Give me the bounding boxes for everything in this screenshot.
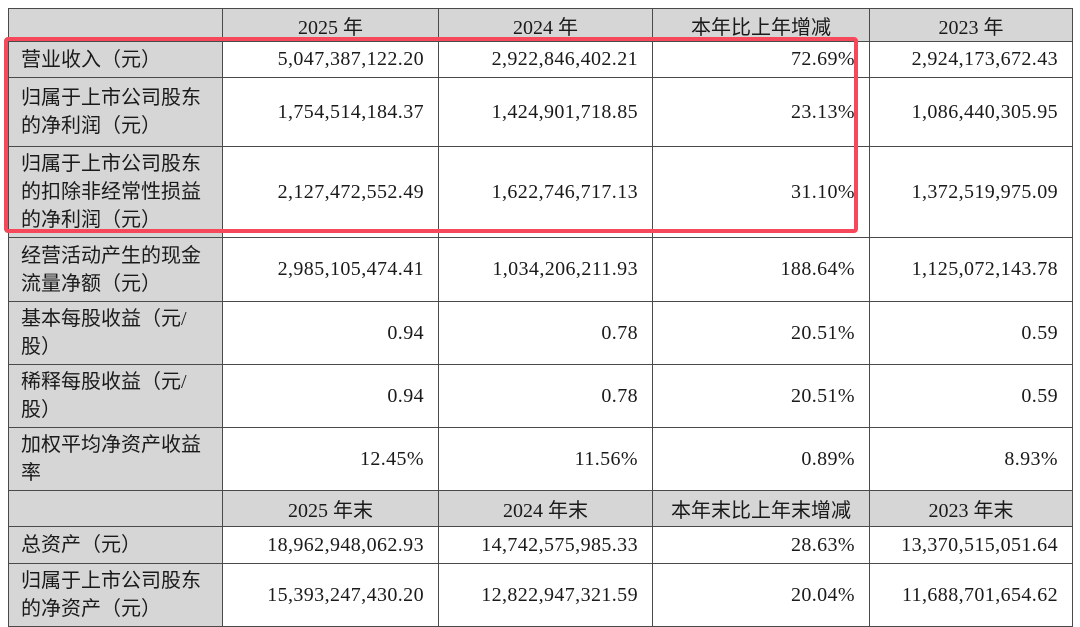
value-change: 23.13% <box>652 77 870 147</box>
value-2025: 5,047,387,122.20 <box>222 41 439 78</box>
value-2023: 0.59 <box>869 364 1073 428</box>
row-label: 经营活动产生的现金流量净额（元） <box>8 237 223 302</box>
key-financials-table-wrap: 2025 年 2024 年 本年比上年增减 2023 年 营业收入（元） 5,0… <box>4 8 1073 627</box>
corner-cell <box>8 490 223 527</box>
value-2023: 13,370,515,051.64 <box>869 526 1073 564</box>
value-2025: 0.94 <box>222 364 439 428</box>
col-header-2025: 2025 年 <box>222 8 439 42</box>
row-label: 稀释每股收益（元/股） <box>8 364 223 428</box>
value-change: 20.51% <box>652 364 870 428</box>
value-2023: 1,372,519,975.09 <box>869 146 1073 238</box>
row-label: 总资产（元） <box>8 526 223 564</box>
key-accounting-data-table: 2025 年 2024 年 本年比上年增减 2023 年 营业收入（元） 5,0… <box>8 8 1073 627</box>
value-2025: 2,985,105,474.41 <box>222 237 439 302</box>
row-label: 基本每股收益（元/股） <box>8 301 223 365</box>
table-row-total-assets: 总资产（元） 18,962,948,062.93 14,742,575,985.… <box>8 526 1073 564</box>
value-change: 20.04% <box>652 563 870 627</box>
row-label: 加权平均净资产收益率 <box>8 427 223 491</box>
value-2025: 0.94 <box>222 301 439 365</box>
value-2024: 14,742,575,985.33 <box>438 526 653 564</box>
value-2025: 15,393,247,430.20 <box>222 563 439 627</box>
corner-cell <box>8 8 223 42</box>
value-2023: 2,924,173,672.43 <box>869 41 1073 78</box>
table-row-weighted-avg-roe: 加权平均净资产收益率 12.45% 11.56% 0.89% 8.93% <box>8 427 1073 491</box>
value-2023: 1,125,072,143.78 <box>869 237 1073 302</box>
table-row-net-profit-excl-nonrecurring: 归属于上市公司股东的扣除非经常性损益的净利润（元） 2,127,472,552.… <box>8 146 1073 238</box>
col-header-2024-end: 2024 年末 <box>438 490 653 527</box>
value-2024: 0.78 <box>438 364 653 428</box>
value-2023: 11,688,701,654.62 <box>869 563 1073 627</box>
table-row-operating-cash-flow: 经营活动产生的现金流量净额（元） 2,985,105,474.41 1,034,… <box>8 237 1073 302</box>
col-header-2023-end: 2023 年末 <box>869 490 1073 527</box>
value-2025: 12.45% <box>222 427 439 491</box>
row-label: 营业收入（元） <box>8 41 223 78</box>
table-row-net-assets: 归属于上市公司股东的净资产（元） 15,393,247,430.20 12,82… <box>8 563 1073 627</box>
value-2024: 0.78 <box>438 301 653 365</box>
value-2024: 11.56% <box>438 427 653 491</box>
value-2025: 2,127,472,552.49 <box>222 146 439 238</box>
table-row-net-profit: 归属于上市公司股东的净利润（元） 1,754,514,184.37 1,424,… <box>8 77 1073 147</box>
value-2024: 2,922,846,402.21 <box>438 41 653 78</box>
value-2023: 8.93% <box>869 427 1073 491</box>
value-2023: 1,086,440,305.95 <box>869 77 1073 147</box>
col-header-end-change: 本年末比上年末增减 <box>652 490 870 527</box>
value-change: 188.64% <box>652 237 870 302</box>
col-header-2024: 2024 年 <box>438 8 653 42</box>
col-header-yoy-change: 本年比上年增减 <box>652 8 870 42</box>
table-row-revenue: 营业收入（元） 5,047,387,122.20 2,922,846,402.2… <box>8 41 1073 78</box>
value-change: 72.69% <box>652 41 870 78</box>
value-2024: 1,034,206,211.93 <box>438 237 653 302</box>
value-2024: 1,622,746,717.13 <box>438 146 653 238</box>
col-header-2025-end: 2025 年末 <box>222 490 439 527</box>
value-2025: 1,754,514,184.37 <box>222 77 439 147</box>
col-header-2023: 2023 年 <box>869 8 1073 42</box>
value-change: 28.63% <box>652 526 870 564</box>
table-row-basic-eps: 基本每股收益（元/股） 0.94 0.78 20.51% 0.59 <box>8 301 1073 365</box>
value-change: 20.51% <box>652 301 870 365</box>
row-label: 归属于上市公司股东的净利润（元） <box>8 77 223 147</box>
value-2025: 18,962,948,062.93 <box>222 526 439 564</box>
value-2024: 1,424,901,718.85 <box>438 77 653 147</box>
period-end-header-row: 2025 年末 2024 年末 本年末比上年末增减 2023 年末 <box>8 490 1073 527</box>
row-label: 归属于上市公司股东的扣除非经常性损益的净利润（元） <box>8 146 223 238</box>
value-2024: 12,822,947,321.59 <box>438 563 653 627</box>
value-2023: 0.59 <box>869 301 1073 365</box>
period-header-row: 2025 年 2024 年 本年比上年增减 2023 年 <box>8 8 1073 42</box>
table-row-diluted-eps: 稀释每股收益（元/股） 0.94 0.78 20.51% 0.59 <box>8 364 1073 428</box>
value-change: 0.89% <box>652 427 870 491</box>
value-change: 31.10% <box>652 146 870 238</box>
row-label: 归属于上市公司股东的净资产（元） <box>8 563 223 627</box>
